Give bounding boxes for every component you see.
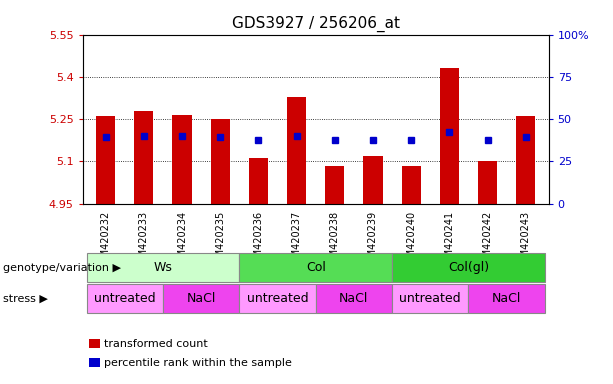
Title: GDS3927 / 256206_at: GDS3927 / 256206_at (232, 16, 400, 32)
Bar (96, 116, 115, 204)
Bar (86, 284, 163, 313)
Bar (163, 284, 239, 313)
Bar (392, 284, 468, 313)
Text: Col(gl): Col(gl) (448, 262, 489, 274)
Bar (287, 96, 306, 204)
Text: NaCl: NaCl (339, 292, 368, 305)
Text: transformed count: transformed count (104, 339, 208, 349)
Text: percentile rank within the sample: percentile rank within the sample (104, 358, 292, 368)
Bar (516, 116, 535, 204)
Bar (316, 284, 392, 313)
Bar (478, 161, 497, 204)
Bar (440, 68, 459, 204)
Text: untreated: untreated (400, 292, 461, 305)
Bar (86, 253, 239, 282)
Bar (402, 166, 421, 204)
Text: NaCl: NaCl (186, 292, 216, 305)
Bar (249, 159, 268, 204)
Bar (392, 253, 545, 282)
Text: untreated: untreated (94, 292, 156, 305)
Bar (239, 253, 392, 282)
Bar (211, 119, 230, 204)
Bar (239, 284, 316, 313)
Bar (468, 284, 545, 313)
Bar (172, 115, 192, 204)
Text: NaCl: NaCl (492, 292, 521, 305)
Text: untreated: untreated (246, 292, 308, 305)
Text: stress ▶: stress ▶ (3, 293, 48, 304)
Bar (134, 111, 153, 204)
Bar (364, 156, 383, 204)
Text: Col: Col (306, 262, 326, 274)
Bar (326, 166, 345, 204)
Text: genotype/variation ▶: genotype/variation ▶ (3, 263, 121, 273)
Text: Ws: Ws (153, 262, 172, 274)
